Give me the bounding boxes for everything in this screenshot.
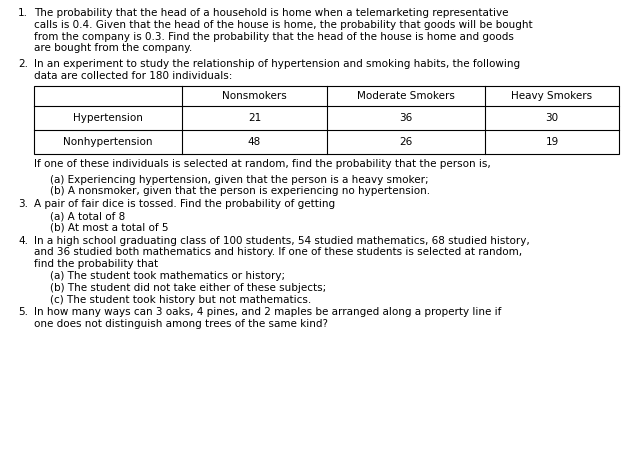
Text: A pair of fair dice is tossed. Find the probability of getting: A pair of fair dice is tossed. Find the … [34,199,335,209]
Text: calls is 0.4. Given that the head of the house is home, the probability that goo: calls is 0.4. Given that the head of the… [34,20,533,30]
Text: The probability that the head of a household is home when a telemarketing repres: The probability that the head of a house… [34,8,509,18]
Text: find the probability that: find the probability that [34,259,158,269]
Bar [34,86,619,154]
Text: 3.: 3. [18,199,28,209]
Text: (b) The student did not take either of these subjects;: (b) The student did not take either of t… [50,283,326,293]
Text: are bought from the company.: are bought from the company. [34,43,192,53]
Text: (a) Experiencing hypertension, given that the person is a heavy smoker;: (a) Experiencing hypertension, given tha… [50,174,428,185]
Text: 2.: 2. [18,59,28,69]
Text: In a high school graduating class of 100 students, 54 studied mathematics, 68 st: In a high school graduating class of 100… [34,236,530,246]
Text: 19: 19 [545,137,558,147]
Text: and 36 studied both mathematics and history. If one of these students is selecte: and 36 studied both mathematics and hist… [34,247,522,258]
Text: 21: 21 [248,113,261,123]
Text: (b) A nonsmoker, given that the person is experiencing no hypertension.: (b) A nonsmoker, given that the person i… [50,186,430,196]
Text: Moderate Smokers: Moderate Smokers [357,91,455,101]
Text: Heavy Smokers: Heavy Smokers [512,91,593,101]
Text: Hypertension: Hypertension [73,113,143,123]
Text: 26: 26 [399,137,413,147]
Text: (b) At most a total of 5: (b) At most a total of 5 [50,223,168,233]
Text: data are collected for 180 individuals:: data are collected for 180 individuals: [34,71,232,81]
Text: (a) A total of 8: (a) A total of 8 [50,211,125,221]
Text: Nonsmokers: Nonsmokers [222,91,287,101]
Text: 30: 30 [545,113,558,123]
Text: 36: 36 [399,113,413,123]
Text: one does not distinguish among trees of the same kind?: one does not distinguish among trees of … [34,319,328,329]
Text: Nonhypertension: Nonhypertension [63,137,153,147]
Text: 48: 48 [248,137,261,147]
Text: In how many ways can 3 oaks, 4 pines, and 2 maples be arranged along a property : In how many ways can 3 oaks, 4 pines, an… [34,307,502,318]
Text: (a) The student took mathematics or history;: (a) The student took mathematics or hist… [50,271,285,281]
Text: In an experiment to study the relationship of hypertension and smoking habits, t: In an experiment to study the relationsh… [34,59,520,69]
Text: 1.: 1. [18,8,28,18]
Text: (c) The student took history but not mathematics.: (c) The student took history but not mat… [50,295,311,305]
Text: from the company is 0.3. Find the probability that the head of the house is home: from the company is 0.3. Find the probab… [34,32,514,41]
Text: If one of these individuals is selected at random, find the probability that the: If one of these individuals is selected … [34,159,491,169]
Text: 5.: 5. [18,307,28,318]
Text: 4.: 4. [18,236,28,246]
